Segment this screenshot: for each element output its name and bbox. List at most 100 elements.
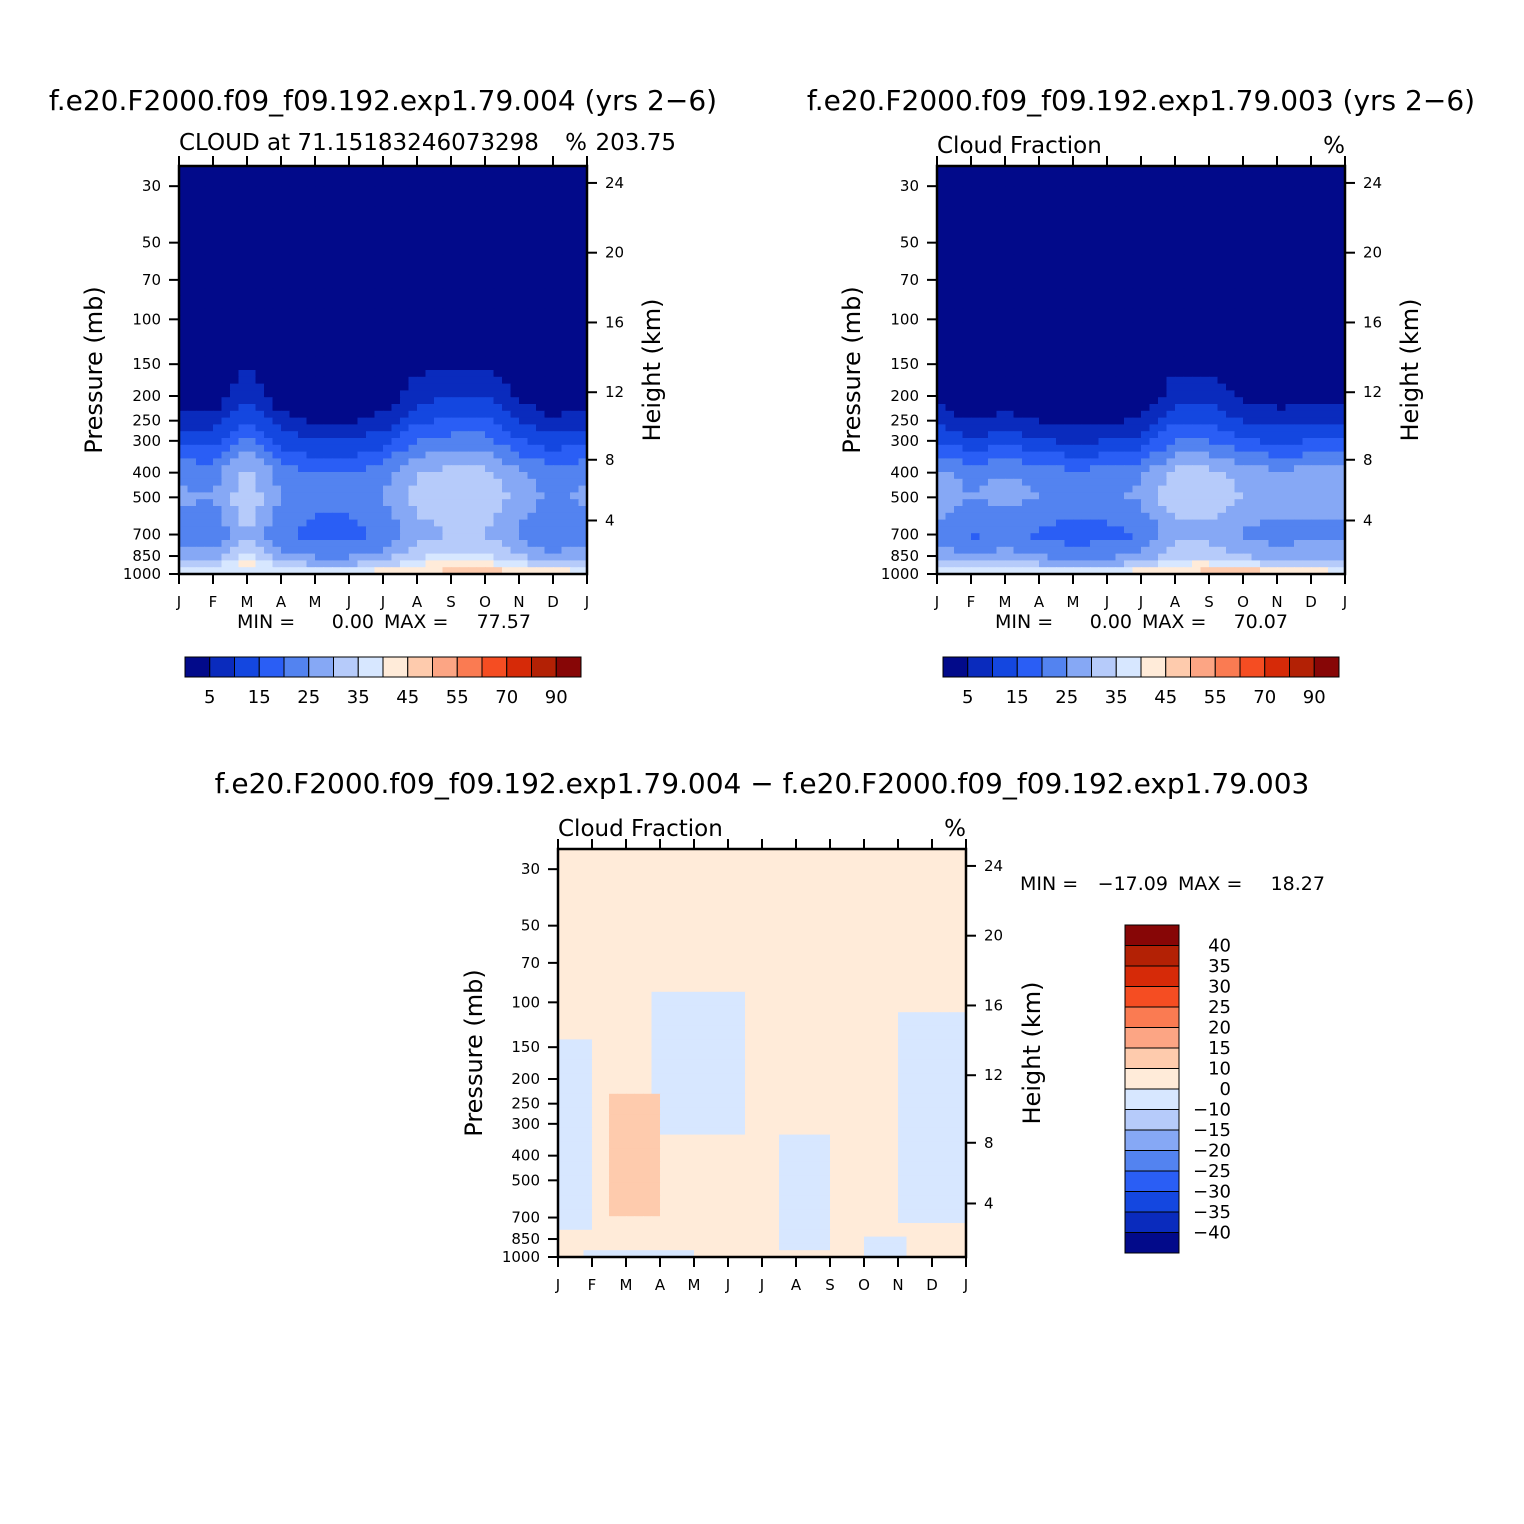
heatmap-cell xyxy=(315,424,325,432)
heatmap-cell xyxy=(1166,336,1176,344)
heatmap-cell xyxy=(937,193,947,201)
heatmap-cell xyxy=(561,553,571,561)
heatmap-cell xyxy=(332,438,342,446)
heatmap-cell xyxy=(221,404,231,412)
heatmap-cell xyxy=(391,186,401,194)
heatmap-cell xyxy=(306,560,316,568)
heatmap-cell xyxy=(1192,186,1202,194)
heatmap-cell xyxy=(332,397,342,405)
heatmap-cell xyxy=(425,560,435,568)
heatmap-cell xyxy=(1107,417,1117,425)
heatmap-cell xyxy=(1328,397,1338,405)
heatmap-cell xyxy=(1200,308,1210,317)
heatmap-cell xyxy=(1209,193,1219,201)
heatmap-cell xyxy=(1302,274,1312,283)
heatmap-cell xyxy=(962,451,972,459)
heatmap-cell xyxy=(536,472,546,480)
heatmap-cell xyxy=(945,288,955,296)
heatmap-cell xyxy=(1251,363,1261,371)
heatmap-cell xyxy=(340,295,350,303)
heatmap-cell xyxy=(945,193,955,201)
heatmap-cell xyxy=(289,526,299,534)
heatmap-cell xyxy=(485,390,495,398)
heatmap-cell xyxy=(204,519,214,527)
heatmap-cell xyxy=(1098,213,1108,221)
heatmap-cell xyxy=(1124,342,1134,351)
heatmap-cell xyxy=(442,274,452,283)
heatmap-cell xyxy=(1005,288,1015,296)
heatmap-cell xyxy=(315,458,325,466)
heatmap-cell xyxy=(1047,281,1057,289)
heatmap-cell xyxy=(247,512,257,521)
heatmap-cell xyxy=(1013,370,1023,378)
heatmap-cell xyxy=(1090,424,1100,432)
heatmap-cell xyxy=(979,179,989,187)
heatmap-cell xyxy=(323,540,333,548)
heatmap-cell xyxy=(1209,166,1219,174)
heatmap-cell xyxy=(374,315,384,323)
heatmap-cell xyxy=(298,349,308,357)
heatmap-cell xyxy=(281,254,291,262)
heatmap-cell xyxy=(493,519,503,527)
heatmap-cell xyxy=(510,451,520,459)
heatmap-cell xyxy=(1141,206,1151,215)
heatmap-cell xyxy=(442,206,452,215)
heatmap-cell xyxy=(1336,308,1345,317)
heatmap-cell xyxy=(510,390,520,398)
heatmap-cell xyxy=(1107,247,1117,255)
heatmap-cell xyxy=(1166,213,1176,221)
heatmap-cell xyxy=(1149,397,1159,405)
heatmap-cell xyxy=(357,200,367,208)
heatmap-cell xyxy=(238,370,248,378)
heatmap-cell xyxy=(391,492,401,500)
heatmap-cell xyxy=(1183,424,1193,432)
heatmap-cell xyxy=(1081,206,1091,215)
heatmap-cell xyxy=(1319,404,1329,412)
heatmap-cell xyxy=(213,166,223,174)
heatmap-cell xyxy=(332,376,342,385)
heatmap-cell xyxy=(264,322,274,330)
heatmap-cell xyxy=(1192,424,1202,432)
heatmap-cell xyxy=(485,451,495,459)
heatmap-cell xyxy=(179,458,189,466)
heatmap-cell xyxy=(1081,336,1091,344)
heatmap-cell xyxy=(1328,370,1338,378)
heatmap-cell xyxy=(1064,336,1074,344)
heatmap-cell xyxy=(434,397,444,405)
heatmap-cell xyxy=(1277,431,1287,439)
heatmap-cell xyxy=(366,560,376,568)
heatmap-cell xyxy=(451,220,461,228)
heatmap-cell xyxy=(366,206,376,215)
heatmap-cell xyxy=(417,302,427,310)
heatmap-cell xyxy=(468,390,478,398)
heatmap-cell xyxy=(1277,438,1287,446)
heatmap-cell xyxy=(1192,166,1202,174)
heatmap-cell xyxy=(391,261,401,269)
heatmap-cell xyxy=(536,363,546,371)
heatmap-cell xyxy=(1124,315,1134,323)
heatmap-cell xyxy=(1081,397,1091,405)
heatmap-cell xyxy=(1013,268,1023,276)
heatmap-cell xyxy=(553,186,563,194)
heatmap-cell xyxy=(937,288,947,296)
heatmap-cell xyxy=(1277,363,1287,371)
heatmap-cell xyxy=(230,390,240,398)
heatmap-cell xyxy=(536,370,546,378)
heatmap-cell xyxy=(425,268,435,276)
heatmap-cell xyxy=(1268,247,1278,255)
heatmap-cell xyxy=(570,234,580,242)
heatmap-cell xyxy=(570,478,580,487)
heatmap-cell xyxy=(315,478,325,487)
heatmap-cell xyxy=(519,261,529,269)
heatmap-cell xyxy=(1336,261,1345,269)
heatmap-cell xyxy=(1098,240,1108,249)
heatmap-cell xyxy=(536,213,546,221)
heatmap-cell xyxy=(1149,261,1159,269)
heatmap-cell xyxy=(213,213,223,221)
heatmap-cell xyxy=(230,179,240,187)
heatmap-cell xyxy=(1098,444,1108,453)
heatmap-cell xyxy=(1200,370,1210,378)
heatmap-cell xyxy=(1328,193,1338,201)
heatmap-cell xyxy=(238,342,248,351)
heatmap-cell xyxy=(519,342,529,351)
